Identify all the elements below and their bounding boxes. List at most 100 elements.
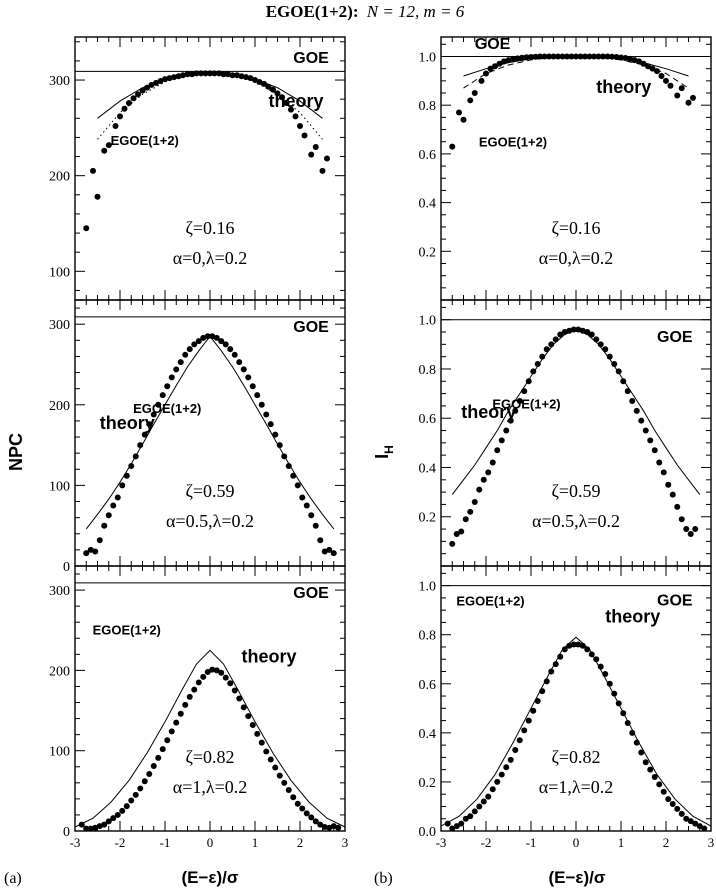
annotation-goe: GOE	[475, 36, 511, 53]
y-tick-label: 0.4	[419, 197, 437, 212]
data-point	[330, 550, 337, 557]
data-point	[132, 791, 139, 798]
data-point	[324, 155, 330, 162]
y-tick-label: 0	[63, 825, 70, 840]
x-tick-label: -3	[70, 835, 81, 850]
data-point	[112, 122, 119, 129]
data-point	[110, 815, 117, 822]
data-point	[101, 147, 108, 154]
x-tick-label: 1	[252, 835, 259, 850]
data-point	[489, 786, 496, 793]
data-point	[312, 522, 319, 529]
data-point	[683, 526, 690, 533]
data-point	[478, 77, 485, 84]
y-tick-label: 300	[49, 584, 70, 599]
data-point	[114, 811, 121, 818]
data-point	[285, 463, 292, 470]
data-point	[629, 397, 636, 404]
y-tick-label: 0.4	[419, 727, 437, 742]
data-point	[254, 730, 261, 737]
data-point	[105, 142, 112, 149]
data-point	[292, 113, 299, 120]
data-point	[130, 95, 137, 102]
data-point	[222, 341, 229, 348]
data-point	[476, 803, 483, 810]
panels: 100200300GOEtheoryEGOE(1+2)ζ=0.16α=0,λ=0…	[49, 36, 714, 850]
y-tick-label: 300	[49, 74, 70, 89]
data-point	[294, 482, 301, 489]
data-point	[480, 798, 487, 805]
data-point	[159, 392, 166, 399]
data-point	[663, 77, 669, 84]
data-point	[656, 781, 663, 788]
data-point	[489, 459, 496, 466]
data-point	[701, 825, 708, 832]
data-point	[126, 99, 132, 106]
data-point	[249, 383, 256, 390]
data-point	[164, 383, 171, 390]
data-point	[146, 770, 153, 777]
data-point	[507, 756, 514, 763]
annotation-theory: theory	[605, 606, 660, 626]
annotation-goe: GOE	[293, 319, 329, 336]
zeta-label: ζ=0.59	[551, 481, 600, 501]
data-point	[258, 401, 265, 408]
data-point	[678, 810, 685, 817]
data-point	[168, 728, 175, 735]
data-point	[460, 116, 467, 123]
data-point	[227, 346, 234, 353]
data-point	[105, 512, 112, 519]
data-point	[312, 818, 319, 825]
y-tick-label: 100	[49, 479, 70, 494]
data-point	[301, 132, 308, 139]
data-point	[512, 407, 519, 414]
data-point	[335, 824, 342, 831]
y-tick-label: 1.0	[419, 314, 437, 329]
x-tick-label: -1	[160, 835, 171, 850]
right-y-axis-label: IH	[372, 445, 396, 459]
x-tick-label: 0	[207, 835, 214, 850]
data-point	[119, 482, 126, 489]
data-point	[283, 99, 290, 106]
data-point	[231, 351, 238, 358]
y-tick-label: 0.4	[419, 461, 437, 476]
x-tick-label: -2	[115, 835, 126, 850]
data-point	[514, 55, 521, 62]
y-tick-label: 0	[63, 560, 70, 575]
data-point	[685, 99, 692, 106]
data-point	[660, 469, 667, 476]
annotation-egoe: EGOE(1+2)	[479, 135, 547, 150]
data-point	[674, 805, 681, 812]
data-point	[687, 818, 694, 825]
data-point	[245, 713, 252, 720]
data-point	[299, 805, 306, 812]
x-tick-label: -2	[481, 835, 492, 850]
data-point	[92, 548, 99, 555]
y-tick-label: 100	[49, 265, 70, 280]
data-point	[633, 407, 640, 414]
data-point	[117, 113, 123, 120]
annotation-egoe: EGOE(1+2)	[93, 622, 161, 637]
data-point	[449, 143, 456, 150]
data-point	[458, 528, 465, 535]
data-point	[647, 766, 654, 773]
data-point	[453, 530, 460, 537]
data-point	[209, 666, 216, 673]
x-tick-label: 3	[708, 835, 715, 850]
data-point	[254, 392, 261, 399]
data-point	[191, 686, 198, 693]
data-point	[119, 807, 126, 814]
data-point	[458, 820, 465, 827]
data-point	[638, 749, 645, 756]
data-point	[319, 167, 326, 174]
data-point	[128, 797, 135, 804]
zeta-label: ζ=0.59	[185, 481, 234, 501]
data-point	[552, 336, 559, 343]
left-y-axis-label: NPC	[6, 433, 26, 471]
data-point	[485, 793, 492, 800]
theory-curve-dotted	[97, 72, 323, 140]
y-tick-label: 0.2	[419, 776, 437, 791]
y-tick-label: 0.8	[419, 99, 437, 114]
annotation-goe: GOE	[293, 50, 329, 67]
annotation-egoe: EGOE(1+2)	[492, 396, 560, 411]
